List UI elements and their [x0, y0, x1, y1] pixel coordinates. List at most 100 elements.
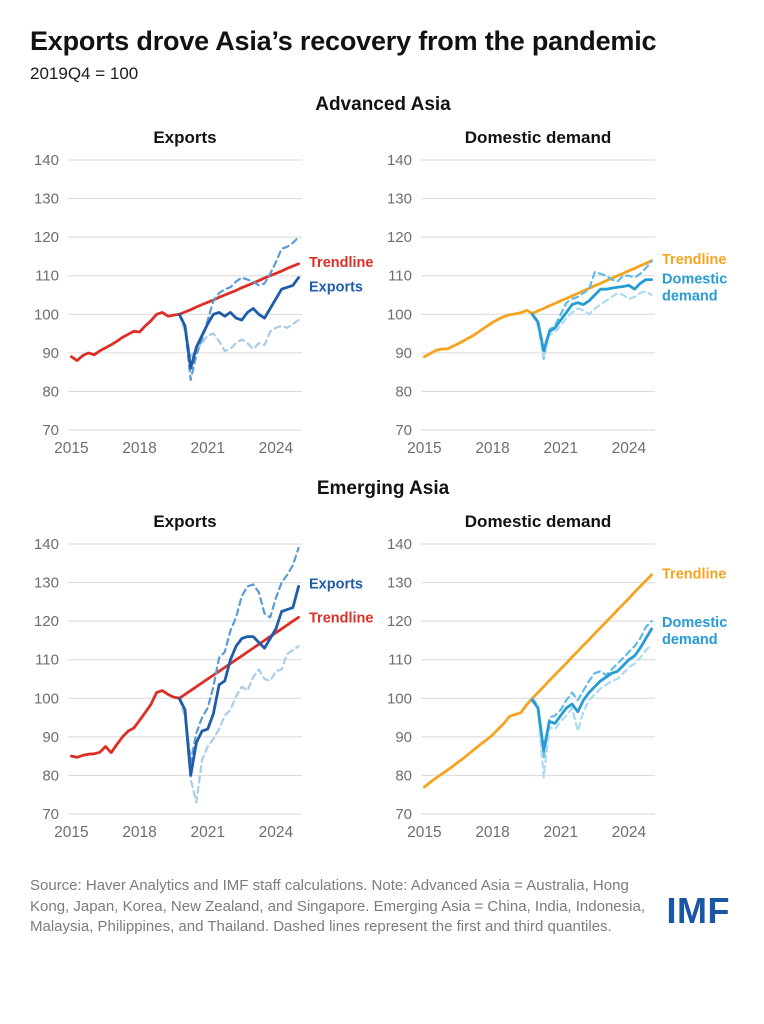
line-chart-svg: 70 80 90 100 110 120 130 140 2015 2018 2021 2024 Tre…	[34, 152, 374, 457]
y-tick-label: 90	[395, 729, 412, 746]
chart-plot-advanced-exports: 70 80 90 100 110 120 130 140 2015 2018 2021 2024 Tre…	[30, 150, 383, 462]
chart-emerging-domestic-demand: Domestic demand 70 80 90 100 110 120 130 140 201…	[383, 504, 736, 846]
x-tick-label: 2021	[190, 824, 224, 841]
y-tick-label: 110	[35, 268, 59, 285]
chart-advanced-domestic-demand: Domestic demand 70 80 90 100 110 120 130 140 201…	[383, 120, 736, 462]
x-tick-label: 2024	[259, 440, 294, 457]
y-tick-label: 70	[395, 806, 412, 823]
exports-line	[177, 585, 301, 777]
series-label: demand	[662, 632, 718, 648]
y-tick-label: 140	[387, 536, 412, 553]
imf-logo: IMF	[666, 890, 730, 932]
y-tick-label: 80	[395, 383, 412, 400]
x-tick-label: 2015	[407, 440, 441, 457]
y-tick-label: 120	[34, 613, 59, 630]
third-quantile-line	[531, 259, 653, 360]
x-tick-label: 2021	[543, 824, 577, 841]
chart-row-advanced: Exports 70 80 90 100 110 120 130 140 2015 2018 202…	[30, 120, 736, 462]
y-tick-label: 140	[387, 152, 412, 169]
first-quantile-line	[531, 290, 653, 358]
y-tick-label: 100	[387, 306, 412, 323]
series-label: Domestic	[662, 615, 727, 631]
y-tick-label: 80	[395, 767, 412, 784]
domestic-demand-line	[530, 627, 654, 752]
chart-title-emerging-domestic-demand: Domestic demand	[464, 512, 612, 531]
y-tick-label: 120	[387, 229, 412, 246]
y-tick-label: 110	[388, 652, 412, 669]
series-label: Trendline	[309, 610, 373, 626]
footer: Source: Haver Analytics and IMF staff ca…	[30, 876, 736, 938]
y-tick-label: 130	[34, 191, 59, 208]
y-tick-label: 140	[34, 536, 59, 553]
y-tick-label: 70	[42, 422, 59, 439]
section-title-emerging-asia: Emerging Asia	[316, 478, 450, 499]
trendline-line	[423, 573, 654, 789]
line-chart-svg: 70 80 90 100 110 120 130 140 2015 2018 2021 2024 Tre…	[387, 152, 727, 457]
first-quantile-line	[531, 643, 653, 779]
page-title: Exports drove Asia’s recovery from the p…	[30, 26, 657, 56]
y-tick-label: 110	[35, 652, 59, 669]
section-title-advanced-asia: Advanced Asia	[315, 94, 451, 115]
x-tick-label: 2018	[475, 440, 509, 457]
y-tick-label: 120	[387, 613, 412, 630]
y-tick-label: 130	[387, 575, 412, 592]
chart-plot-advanced-domestic-demand: 70 80 90 100 110 120 130 140 2015 2018 2021 2024 Tre…	[383, 150, 736, 462]
chart-plot-emerging-domestic-demand: 70 80 90 100 110 120 130 140 2015 2018 2021 2024 Tre…	[383, 534, 736, 846]
x-tick-label: 2015	[54, 824, 88, 841]
chart-title-emerging-exports: Exports	[153, 512, 217, 531]
x-tick-label: 2015	[407, 824, 441, 841]
line-chart-svg: 70 80 90 100 110 120 130 140 2015 2018 2021 2024 Tre…	[387, 536, 727, 841]
x-tick-label: 2024	[612, 440, 647, 457]
x-tick-label: 2018	[122, 440, 156, 457]
x-tick-label: 2021	[190, 440, 224, 457]
x-tick-label: 2024	[612, 824, 647, 841]
chart-advanced-exports: Exports 70 80 90 100 110 120 130 140 2015 2018 202…	[30, 120, 383, 462]
chart-title-advanced-exports: Exports	[153, 128, 217, 147]
y-tick-label: 100	[34, 690, 59, 707]
y-tick-label: 90	[42, 345, 59, 362]
trendline-line	[423, 259, 654, 359]
series-label: Trendline	[309, 255, 373, 271]
series-label: Exports	[309, 280, 363, 296]
y-tick-label: 80	[42, 383, 59, 400]
y-tick-label: 120	[34, 229, 59, 246]
y-tick-label: 100	[387, 690, 412, 707]
source-note: Source: Haver Analytics and IMF staff ca…	[30, 877, 645, 936]
y-tick-label: 100	[34, 306, 59, 323]
exports-line	[177, 276, 301, 370]
third-quantile-line	[178, 235, 300, 381]
trendline-line	[70, 615, 301, 759]
x-tick-label: 2018	[475, 824, 509, 841]
figure-page: Exports drove Asia’s recovery from the p…	[30, 26, 736, 938]
section-advanced-asia: Advanced Asia Exports 70 80 90 100 110 120 130…	[30, 94, 736, 462]
domestic-demand-line	[530, 278, 654, 353]
x-tick-label: 2021	[543, 440, 577, 457]
chart-row-emerging: Exports 70 80 90 100 110 120 130 140 2015 2018 202…	[30, 504, 736, 846]
x-tick-label: 2024	[259, 824, 294, 841]
y-tick-label: 90	[42, 729, 59, 746]
y-tick-label: 90	[395, 345, 412, 362]
series-label: Exports	[309, 576, 363, 592]
y-tick-label: 130	[34, 575, 59, 592]
third-quantile-line	[531, 619, 653, 760]
x-tick-label: 2018	[122, 824, 156, 841]
first-quantile-line	[178, 313, 300, 358]
x-tick-label: 2015	[54, 440, 88, 457]
series-label: Trendline	[662, 566, 726, 582]
y-tick-label: 130	[387, 191, 412, 208]
y-tick-label: 140	[34, 152, 59, 169]
series-label: demand	[662, 288, 718, 304]
y-tick-label: 110	[388, 268, 412, 285]
line-chart-svg: 70 80 90 100 110 120 130 140 2015 2018 2021 2024 Exp…	[34, 536, 374, 841]
y-tick-label: 80	[42, 767, 59, 784]
trendline-line	[70, 262, 301, 363]
series-label: Trendline	[662, 252, 726, 268]
chart-emerging-exports: Exports 70 80 90 100 110 120 130 140 2015 2018 202…	[30, 504, 383, 846]
chart-plot-emerging-exports: 70 80 90 100 110 120 130 140 2015 2018 2021 2024 Exp…	[30, 534, 383, 846]
section-emerging-asia: Emerging Asia Exports 70 80 90 100 110 120 130…	[30, 478, 736, 846]
page-subtitle: 2019Q4 = 100	[30, 64, 139, 83]
series-label: Domestic	[662, 271, 727, 287]
third-quantile-line	[178, 546, 300, 763]
first-quantile-line	[178, 645, 300, 804]
y-tick-label: 70	[395, 422, 412, 439]
